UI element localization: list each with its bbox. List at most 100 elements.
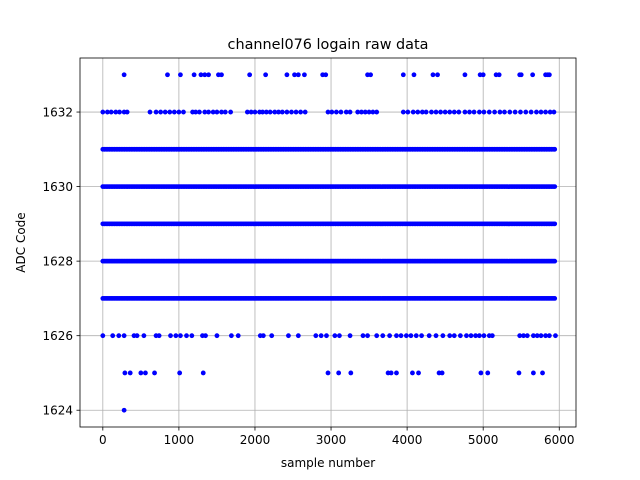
data-point [456, 109, 462, 115]
data-point [302, 109, 308, 115]
data-point [260, 333, 266, 339]
data-point [219, 72, 224, 78]
data-point [110, 333, 116, 339]
data-point [121, 72, 127, 78]
data-point [387, 333, 393, 339]
data-point [476, 109, 482, 115]
data-point [507, 109, 513, 115]
x-tick-label: 1000 [164, 433, 195, 447]
data-point [476, 333, 482, 339]
data-point [478, 370, 484, 376]
data-point [543, 109, 548, 115]
data-point [394, 370, 399, 376]
data-point [134, 333, 140, 339]
data-point [464, 333, 469, 339]
data-point [471, 109, 477, 115]
data-point [269, 333, 275, 339]
data-point [260, 109, 265, 115]
data-point [423, 109, 429, 115]
data-point [202, 72, 208, 78]
data-point [530, 370, 536, 376]
data-point [292, 72, 297, 78]
data-point [413, 333, 419, 339]
data-point [426, 333, 432, 339]
data-point [410, 109, 416, 115]
data-point [323, 72, 329, 78]
data-point [191, 72, 197, 78]
data-point [403, 333, 409, 339]
data-point [398, 333, 404, 339]
data-point [293, 109, 299, 115]
data-point [410, 370, 415, 376]
data-point [546, 72, 552, 78]
data-point [324, 333, 329, 339]
data-point [492, 109, 498, 115]
y-tick-label: 1628 [42, 254, 73, 268]
data-point [374, 109, 380, 115]
data-point [442, 109, 448, 115]
data-point [368, 72, 374, 78]
data-point [553, 333, 558, 339]
data-point [147, 109, 153, 115]
data-point [547, 109, 553, 115]
data-point [467, 109, 472, 115]
data-point [116, 333, 122, 339]
data-point [457, 333, 463, 339]
data-point [540, 370, 545, 376]
data-point [419, 109, 425, 115]
data-point [222, 109, 228, 115]
data-point [538, 109, 544, 115]
data-point [198, 72, 204, 78]
data-point [284, 72, 290, 78]
data-point [197, 109, 202, 115]
data-point [552, 146, 558, 152]
data-point [347, 333, 353, 339]
data-point [325, 109, 331, 115]
data-point [263, 109, 269, 115]
data-point [343, 109, 349, 115]
data-point [380, 333, 386, 339]
data-point [176, 109, 182, 115]
data-point [219, 109, 224, 115]
data-point [415, 109, 421, 115]
data-point [138, 370, 144, 376]
data-point [468, 333, 474, 339]
data-point [430, 72, 436, 78]
data-point [419, 333, 424, 339]
y-tick-label: 1630 [42, 180, 73, 194]
data-point [153, 109, 159, 115]
data-point [489, 333, 495, 339]
data-point [214, 333, 220, 339]
data-point [158, 109, 164, 115]
data-point [481, 333, 487, 339]
data-point [165, 72, 170, 78]
data-point [284, 109, 290, 115]
data-point [538, 333, 544, 339]
data-point [362, 109, 368, 115]
data-point [355, 109, 361, 115]
data-point [433, 109, 439, 115]
data-point [534, 333, 540, 339]
data-point [366, 109, 372, 115]
data-point [333, 109, 339, 115]
data-point [374, 333, 380, 339]
data-point [228, 333, 234, 339]
data-point [248, 109, 254, 115]
data-point [486, 109, 492, 115]
data-point [113, 109, 119, 115]
data-point [168, 333, 173, 339]
data-point [171, 109, 177, 115]
data-point [235, 333, 241, 339]
data-point [295, 333, 301, 339]
data-point [178, 72, 183, 78]
data-point [523, 109, 529, 115]
data-point [439, 370, 445, 376]
data-point [429, 109, 434, 115]
data-point [451, 333, 457, 339]
data-point [276, 109, 281, 115]
data-point [462, 72, 468, 78]
data-point [451, 109, 457, 115]
data-point [502, 109, 507, 115]
data-point [100, 109, 106, 115]
data-point [100, 333, 106, 339]
